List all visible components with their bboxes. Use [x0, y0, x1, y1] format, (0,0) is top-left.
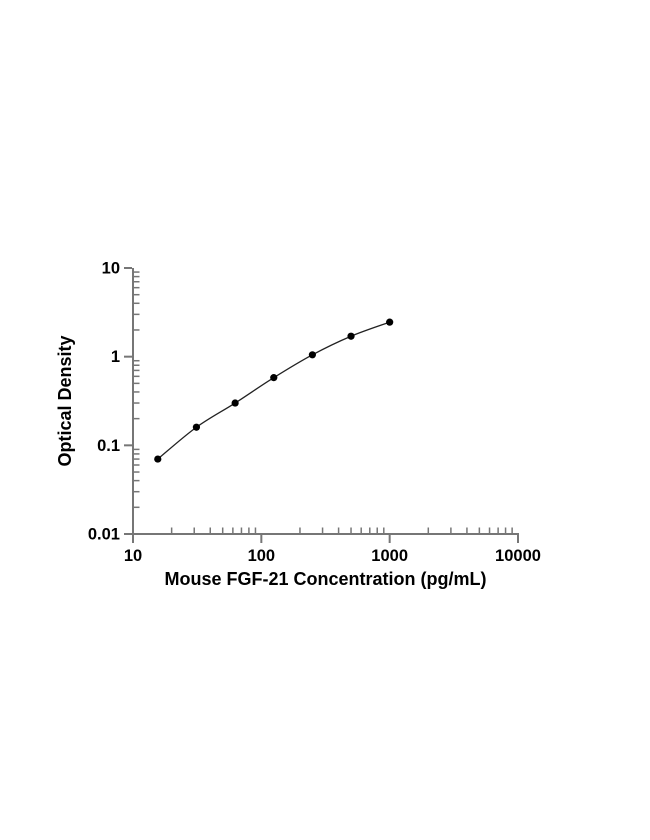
x-tick-label: 100 — [248, 547, 276, 565]
y-tick-label: 1 — [111, 348, 120, 366]
y-tick-label: 0.01 — [88, 526, 120, 544]
x-tick-label: 10000 — [495, 547, 541, 565]
data-point-31.2 — [192, 423, 201, 431]
standard-curve-line — [157, 321, 390, 460]
x-tick-label: 1000 — [371, 547, 408, 565]
data-point-1000 — [386, 318, 394, 326]
x-tick-label: 10 — [124, 547, 142, 565]
data-point-500 — [347, 332, 355, 340]
data-point-62.5 — [231, 399, 239, 407]
y-axis-title: Optical Density — [55, 335, 75, 466]
y-tick-label: 0.1 — [97, 437, 120, 455]
data-point-250 — [308, 351, 316, 359]
y-tick-label: 10 — [102, 260, 120, 278]
data-point-125 — [270, 374, 278, 382]
x-axis-title: Mouse FGF-21 Concentration (pg/mL) — [165, 569, 487, 589]
data-point-15.6 — [154, 455, 162, 463]
